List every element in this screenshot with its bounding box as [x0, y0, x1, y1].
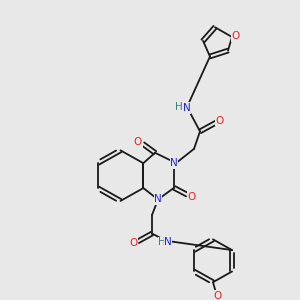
Text: O: O: [214, 291, 222, 300]
Text: O: O: [232, 31, 240, 41]
Text: O: O: [216, 116, 224, 126]
Text: O: O: [188, 192, 196, 202]
Text: O: O: [134, 137, 142, 147]
Text: N: N: [164, 237, 172, 247]
Text: O: O: [129, 238, 137, 248]
Text: N: N: [183, 103, 191, 113]
Text: H: H: [158, 237, 166, 247]
Text: N: N: [170, 158, 178, 169]
Text: N: N: [154, 194, 162, 205]
Text: H: H: [175, 102, 183, 112]
